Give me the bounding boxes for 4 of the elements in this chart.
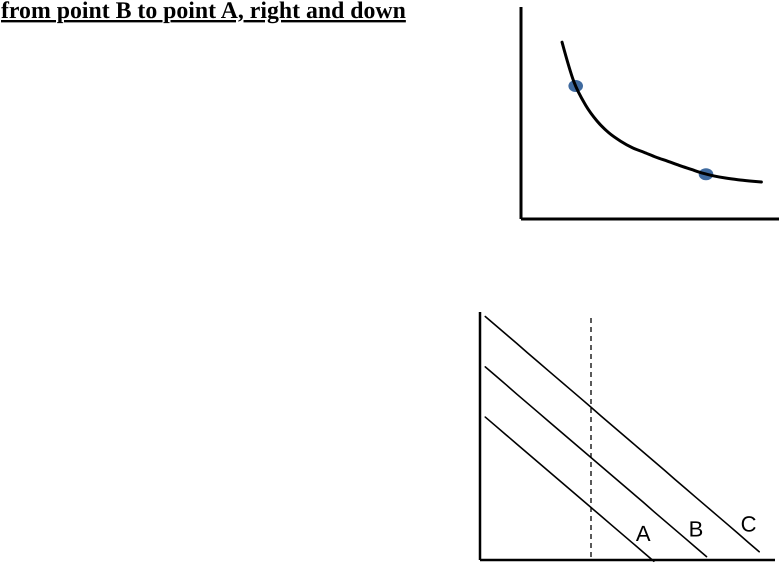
- series-label: C: [740, 510, 757, 536]
- text: from point B to point A, right and down: [1, 0, 406, 24]
- series-label: B: [688, 516, 704, 542]
- series-label: A: [636, 520, 651, 546]
